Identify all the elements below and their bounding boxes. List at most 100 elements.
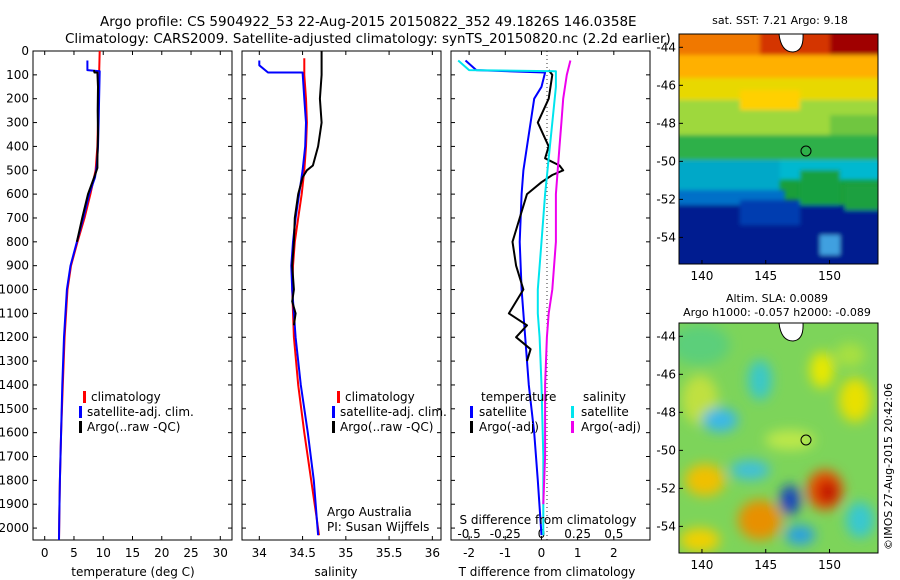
- map-x-tick-label: 145: [754, 269, 777, 283]
- y-tick-label: 500: [6, 163, 29, 177]
- series-satellite-adj-clim-: [58, 60, 101, 541]
- s-tick-label: 0.25: [564, 527, 591, 541]
- y-tick-label: 1300: [0, 354, 29, 368]
- legend-t-satellite: satellite: [479, 405, 527, 419]
- series-argo-raw-qc-: [75, 69, 99, 243]
- temperature-panel: 0100200300400500600700800900100011001200…: [0, 44, 233, 579]
- legend-argo: Argo(..raw -QC): [340, 420, 433, 434]
- map-y-tick-label: -50: [656, 154, 676, 168]
- x-tick-label: 35: [338, 546, 353, 560]
- map-y-tick-label: -54: [656, 519, 676, 533]
- y-tick-label: 1600: [0, 426, 29, 440]
- sla-map-frame: [678, 322, 879, 554]
- legend-argo: Argo(..raw -QC): [87, 420, 180, 434]
- map-x-tick-label: 145: [754, 558, 777, 572]
- x-tick-label: 20: [154, 546, 169, 560]
- salinity-panel: 34 34.5 35 35.5 36 salinity climatology sate…: [241, 50, 447, 579]
- map-y-tick-label: -48: [656, 116, 676, 130]
- map-x-tick-label: 140: [691, 269, 714, 283]
- legend-satellite: satellite-adj. clim.: [340, 405, 447, 419]
- salinity-legend: climatology satellite-adj. clim. Argo(..…: [332, 390, 447, 434]
- argo-location-marker: [800, 145, 812, 157]
- sla-map-title: Altim. SLA: 0.0089: [726, 292, 828, 305]
- legend-s-argo: Argo(-adj): [581, 420, 641, 434]
- legend-temperature-heading: temperature: [481, 390, 556, 404]
- x-tick-label: 25: [183, 546, 198, 560]
- map-y-tick-label: -46: [656, 78, 676, 92]
- s-tick-label: -0.25: [490, 527, 521, 541]
- series-s-satellite: [457, 59, 557, 536]
- y-tick-label: 2000: [0, 521, 29, 535]
- salinity-axes: [241, 50, 442, 541]
- x-tick-label: 34.5: [289, 546, 316, 560]
- legend-swatch-t-argo: [470, 421, 473, 433]
- series-t-argo-adj-: [507, 69, 565, 362]
- legend-swatch-argo: [79, 421, 82, 433]
- y-tick-label: 1900: [0, 497, 29, 511]
- y-tick-label: 400: [6, 139, 29, 153]
- y-tick-label: 1400: [0, 378, 29, 392]
- x-tick-label: 30: [213, 546, 228, 560]
- map-y-tick-label: -44: [656, 329, 676, 343]
- x-tick-label: 15: [125, 546, 140, 560]
- header-line1: Argo profile: CS 5904922_53 22-Aug-2015 …: [100, 14, 637, 30]
- salinity-xlabel: salinity: [314, 565, 357, 579]
- legend-swatch-satellite: [79, 406, 82, 418]
- y-tick-label: 1700: [0, 450, 29, 464]
- y-tick-label: 1500: [0, 402, 29, 416]
- y-tick-label: 1000: [0, 283, 29, 297]
- legend-s-satellite: satellite: [581, 405, 629, 419]
- temperature-legend: climatology satellite-adj. clim. Argo(..…: [79, 390, 194, 434]
- legend-t-argo: Argo(-adj): [479, 420, 539, 434]
- y-tick-label: 600: [6, 187, 29, 201]
- y-tick-label: 100: [6, 68, 29, 82]
- map-y-tick-label: -50: [656, 443, 676, 457]
- map-y-tick-label: -52: [656, 192, 676, 206]
- sla-map: Altim. SLA: 0.0089 Argo h1000: -0.057 h2…: [656, 292, 879, 572]
- map-y-tick-label: -52: [656, 481, 676, 495]
- difference-panel: -2 -1 0 1 2-0.5 -0.25 0 0.25 0.5 S difference fr…: [450, 50, 651, 579]
- map-x-tick-label: 150: [818, 558, 841, 572]
- coastline: [778, 323, 804, 342]
- y-tick-label: 1200: [0, 330, 29, 344]
- annotation-argo-australia: Argo Australia: [327, 505, 412, 519]
- y-tick-label: 700: [6, 211, 29, 225]
- y-tick-label: 300: [6, 116, 29, 130]
- t-tick-label: 2: [610, 546, 618, 560]
- coastline: [778, 34, 804, 53]
- map-x-tick-label: 140: [691, 558, 714, 572]
- y-tick-label: 900: [6, 259, 29, 273]
- s-tick-label: 0.5: [604, 527, 623, 541]
- sst-map: sat. SST: 7.21 Argo: 9.18: [656, 14, 879, 283]
- s-difference-label: S difference from climatology: [460, 513, 637, 527]
- argo-location-marker: [800, 434, 812, 446]
- legend-swatch-s-satellite: [571, 406, 574, 418]
- legend-satellite: satellite-adj. clim.: [87, 405, 194, 419]
- x-tick-label: 10: [96, 546, 111, 560]
- difference-legend: temperature salinity satellite Argo(-adj…: [470, 390, 641, 434]
- t-tick-label: 0: [538, 546, 546, 560]
- x-tick-label: 0: [41, 546, 49, 560]
- map-y-tick-label: -48: [656, 405, 676, 419]
- sla-map-subtitle: Argo h1000: -0.057 h2000: -0.089: [683, 306, 871, 319]
- t-difference-label: T difference from climatology: [458, 565, 636, 579]
- x-tick-label: 34: [252, 546, 267, 560]
- y-tick-label: 800: [6, 235, 29, 249]
- sst-map-frame: [678, 33, 879, 265]
- legend-swatch-t-satellite: [470, 406, 473, 418]
- s-tick-label: -0.5: [457, 527, 480, 541]
- t-tick-label: -1: [499, 546, 511, 560]
- map-y-tick-label: -54: [656, 230, 676, 244]
- y-tick-label: 0: [21, 44, 29, 58]
- series-s-argo-adj-: [542, 60, 572, 505]
- y-tick-label: 1100: [0, 306, 29, 320]
- map-x-tick-label: 150: [818, 269, 841, 283]
- legend-swatch-climatology: [83, 391, 86, 403]
- t-tick-label: -2: [463, 546, 475, 560]
- legend-climatology: climatology: [91, 390, 161, 404]
- legend-swatch-satellite: [332, 406, 335, 418]
- map-y-tick-label: -46: [656, 367, 676, 381]
- x-tick-label: 35.5: [376, 546, 403, 560]
- series-t-satellite: [464, 59, 547, 536]
